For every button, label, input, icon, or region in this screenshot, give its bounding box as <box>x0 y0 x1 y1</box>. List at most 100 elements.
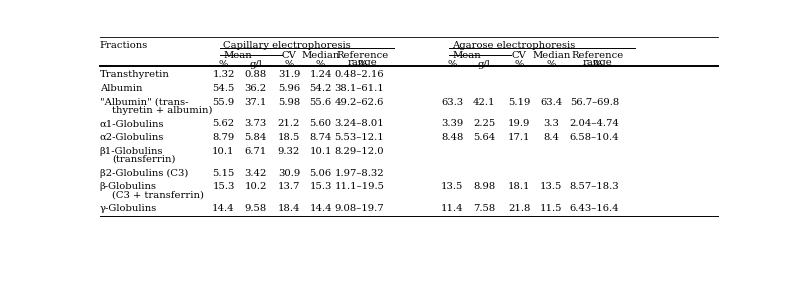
Text: 49.2–62.6: 49.2–62.6 <box>335 98 384 107</box>
Text: 37.1: 37.1 <box>244 98 267 107</box>
Text: Agarose electrophoresis: Agarose electrophoresis <box>452 41 575 50</box>
Text: 19.9: 19.9 <box>508 119 530 128</box>
Text: 8.29–12.0: 8.29–12.0 <box>334 147 385 156</box>
Text: α1-Globulins: α1-Globulins <box>100 119 164 128</box>
Text: %: % <box>316 60 326 69</box>
Text: 5.15: 5.15 <box>212 169 235 178</box>
Text: α2-Globulins: α2-Globulins <box>100 133 164 142</box>
Text: 3.42: 3.42 <box>244 169 267 178</box>
Text: Albumin: Albumin <box>100 84 142 93</box>
Text: 55.9: 55.9 <box>212 98 235 107</box>
Text: β1-Globulins: β1-Globulins <box>100 147 164 156</box>
Text: (C3 + transferrin): (C3 + transferrin) <box>112 190 204 199</box>
Text: 21.2: 21.2 <box>278 119 300 128</box>
Text: 8.4: 8.4 <box>543 133 559 142</box>
Text: 8.57–18.3: 8.57–18.3 <box>570 183 619 191</box>
Text: 7.58: 7.58 <box>473 204 496 213</box>
Text: 5.98: 5.98 <box>278 98 300 107</box>
Text: CV: CV <box>282 51 296 60</box>
Text: Mean: Mean <box>223 51 252 60</box>
Text: 5.64: 5.64 <box>473 133 496 142</box>
Text: 18.1: 18.1 <box>508 183 531 191</box>
Text: (transferrin): (transferrin) <box>112 155 176 164</box>
Text: β-Globulins: β-Globulins <box>100 183 156 191</box>
Text: 0.48–2.16: 0.48–2.16 <box>334 70 385 79</box>
Text: 3.39: 3.39 <box>441 119 464 128</box>
Text: 9.08–19.7: 9.08–19.7 <box>334 204 385 213</box>
Text: 15.3: 15.3 <box>310 183 332 191</box>
Text: 54.5: 54.5 <box>212 84 235 93</box>
Text: Fractions: Fractions <box>100 41 148 50</box>
Text: Reference: Reference <box>571 51 624 60</box>
Text: Median: Median <box>302 51 340 60</box>
Text: 6.58–10.4: 6.58–10.4 <box>570 133 619 142</box>
Text: 13.5: 13.5 <box>441 183 464 191</box>
Text: 5.62: 5.62 <box>212 119 235 128</box>
Text: γ-Globulins: γ-Globulins <box>100 204 157 213</box>
Text: 1.97–8.32: 1.97–8.32 <box>334 169 385 178</box>
Text: %: % <box>448 60 457 69</box>
Text: g/l: g/l <box>478 60 491 69</box>
Text: 3.24–8.01: 3.24–8.01 <box>334 119 385 128</box>
Text: 8.74: 8.74 <box>310 133 332 142</box>
Text: 10.2: 10.2 <box>244 183 267 191</box>
Text: 30.9: 30.9 <box>278 169 300 178</box>
Text: 3.3: 3.3 <box>543 119 559 128</box>
Text: thyretin + albumin): thyretin + albumin) <box>112 106 212 114</box>
Text: 21.8: 21.8 <box>508 204 530 213</box>
Text: Reference: Reference <box>337 51 389 60</box>
Text: 9.58: 9.58 <box>244 204 267 213</box>
Text: 6.71: 6.71 <box>244 147 267 156</box>
Text: 9.32: 9.32 <box>278 147 300 156</box>
Text: 13.7: 13.7 <box>278 183 300 191</box>
Text: 15.3: 15.3 <box>212 183 235 191</box>
Text: 42.1: 42.1 <box>473 98 496 107</box>
Text: 54.2: 54.2 <box>310 84 332 93</box>
Text: 2.04–4.74: 2.04–4.74 <box>570 119 619 128</box>
Text: 56.7–69.8: 56.7–69.8 <box>570 98 619 107</box>
Text: 10.1: 10.1 <box>212 147 235 156</box>
Text: 18.4: 18.4 <box>278 204 300 213</box>
Text: 8.48: 8.48 <box>441 133 464 142</box>
Text: %: % <box>593 60 602 69</box>
Text: 6.43–16.4: 6.43–16.4 <box>570 204 619 213</box>
Text: 10.1: 10.1 <box>310 147 332 156</box>
Text: 1.24: 1.24 <box>310 70 332 79</box>
Text: 31.9: 31.9 <box>278 70 300 79</box>
Text: 38.1–61.1: 38.1–61.1 <box>334 84 385 93</box>
Text: 5.06: 5.06 <box>310 169 332 178</box>
Text: 8.79: 8.79 <box>212 133 235 142</box>
Text: g/l: g/l <box>249 60 262 69</box>
Text: %: % <box>515 60 523 69</box>
Text: 11.5: 11.5 <box>540 204 563 213</box>
Text: %: % <box>547 60 556 69</box>
Text: 5.53–12.1: 5.53–12.1 <box>334 133 385 142</box>
Text: 5.60: 5.60 <box>310 119 332 128</box>
Text: 0.88: 0.88 <box>244 70 267 79</box>
Text: Capillary electrophoresis: Capillary electrophoresis <box>223 41 351 50</box>
Text: 14.4: 14.4 <box>212 204 235 213</box>
Text: %: % <box>358 60 367 69</box>
Text: 8.98: 8.98 <box>473 183 496 191</box>
Text: "Albumin" (trans-: "Albumin" (trans- <box>100 98 188 107</box>
Text: Mean: Mean <box>452 51 481 60</box>
Text: 5.19: 5.19 <box>508 98 530 107</box>
Text: CV: CV <box>512 51 527 60</box>
Text: 14.4: 14.4 <box>309 204 332 213</box>
Text: 2.25: 2.25 <box>473 119 496 128</box>
Text: 17.1: 17.1 <box>508 133 531 142</box>
Text: 18.5: 18.5 <box>278 133 300 142</box>
Text: 36.2: 36.2 <box>244 84 267 93</box>
Text: β2-Globulins (C3): β2-Globulins (C3) <box>100 169 188 178</box>
Text: Transthyretin: Transthyretin <box>100 70 170 79</box>
Text: 11.4: 11.4 <box>441 204 464 213</box>
Text: 13.5: 13.5 <box>540 183 563 191</box>
Text: 5.96: 5.96 <box>278 84 300 93</box>
Text: 11.1–19.5: 11.1–19.5 <box>334 183 385 191</box>
Text: %: % <box>284 60 294 69</box>
Text: 55.6: 55.6 <box>310 98 332 107</box>
Text: range: range <box>348 58 377 68</box>
Text: 1.32: 1.32 <box>212 70 235 79</box>
Text: 63.4: 63.4 <box>540 98 563 107</box>
Text: Median: Median <box>532 51 571 60</box>
